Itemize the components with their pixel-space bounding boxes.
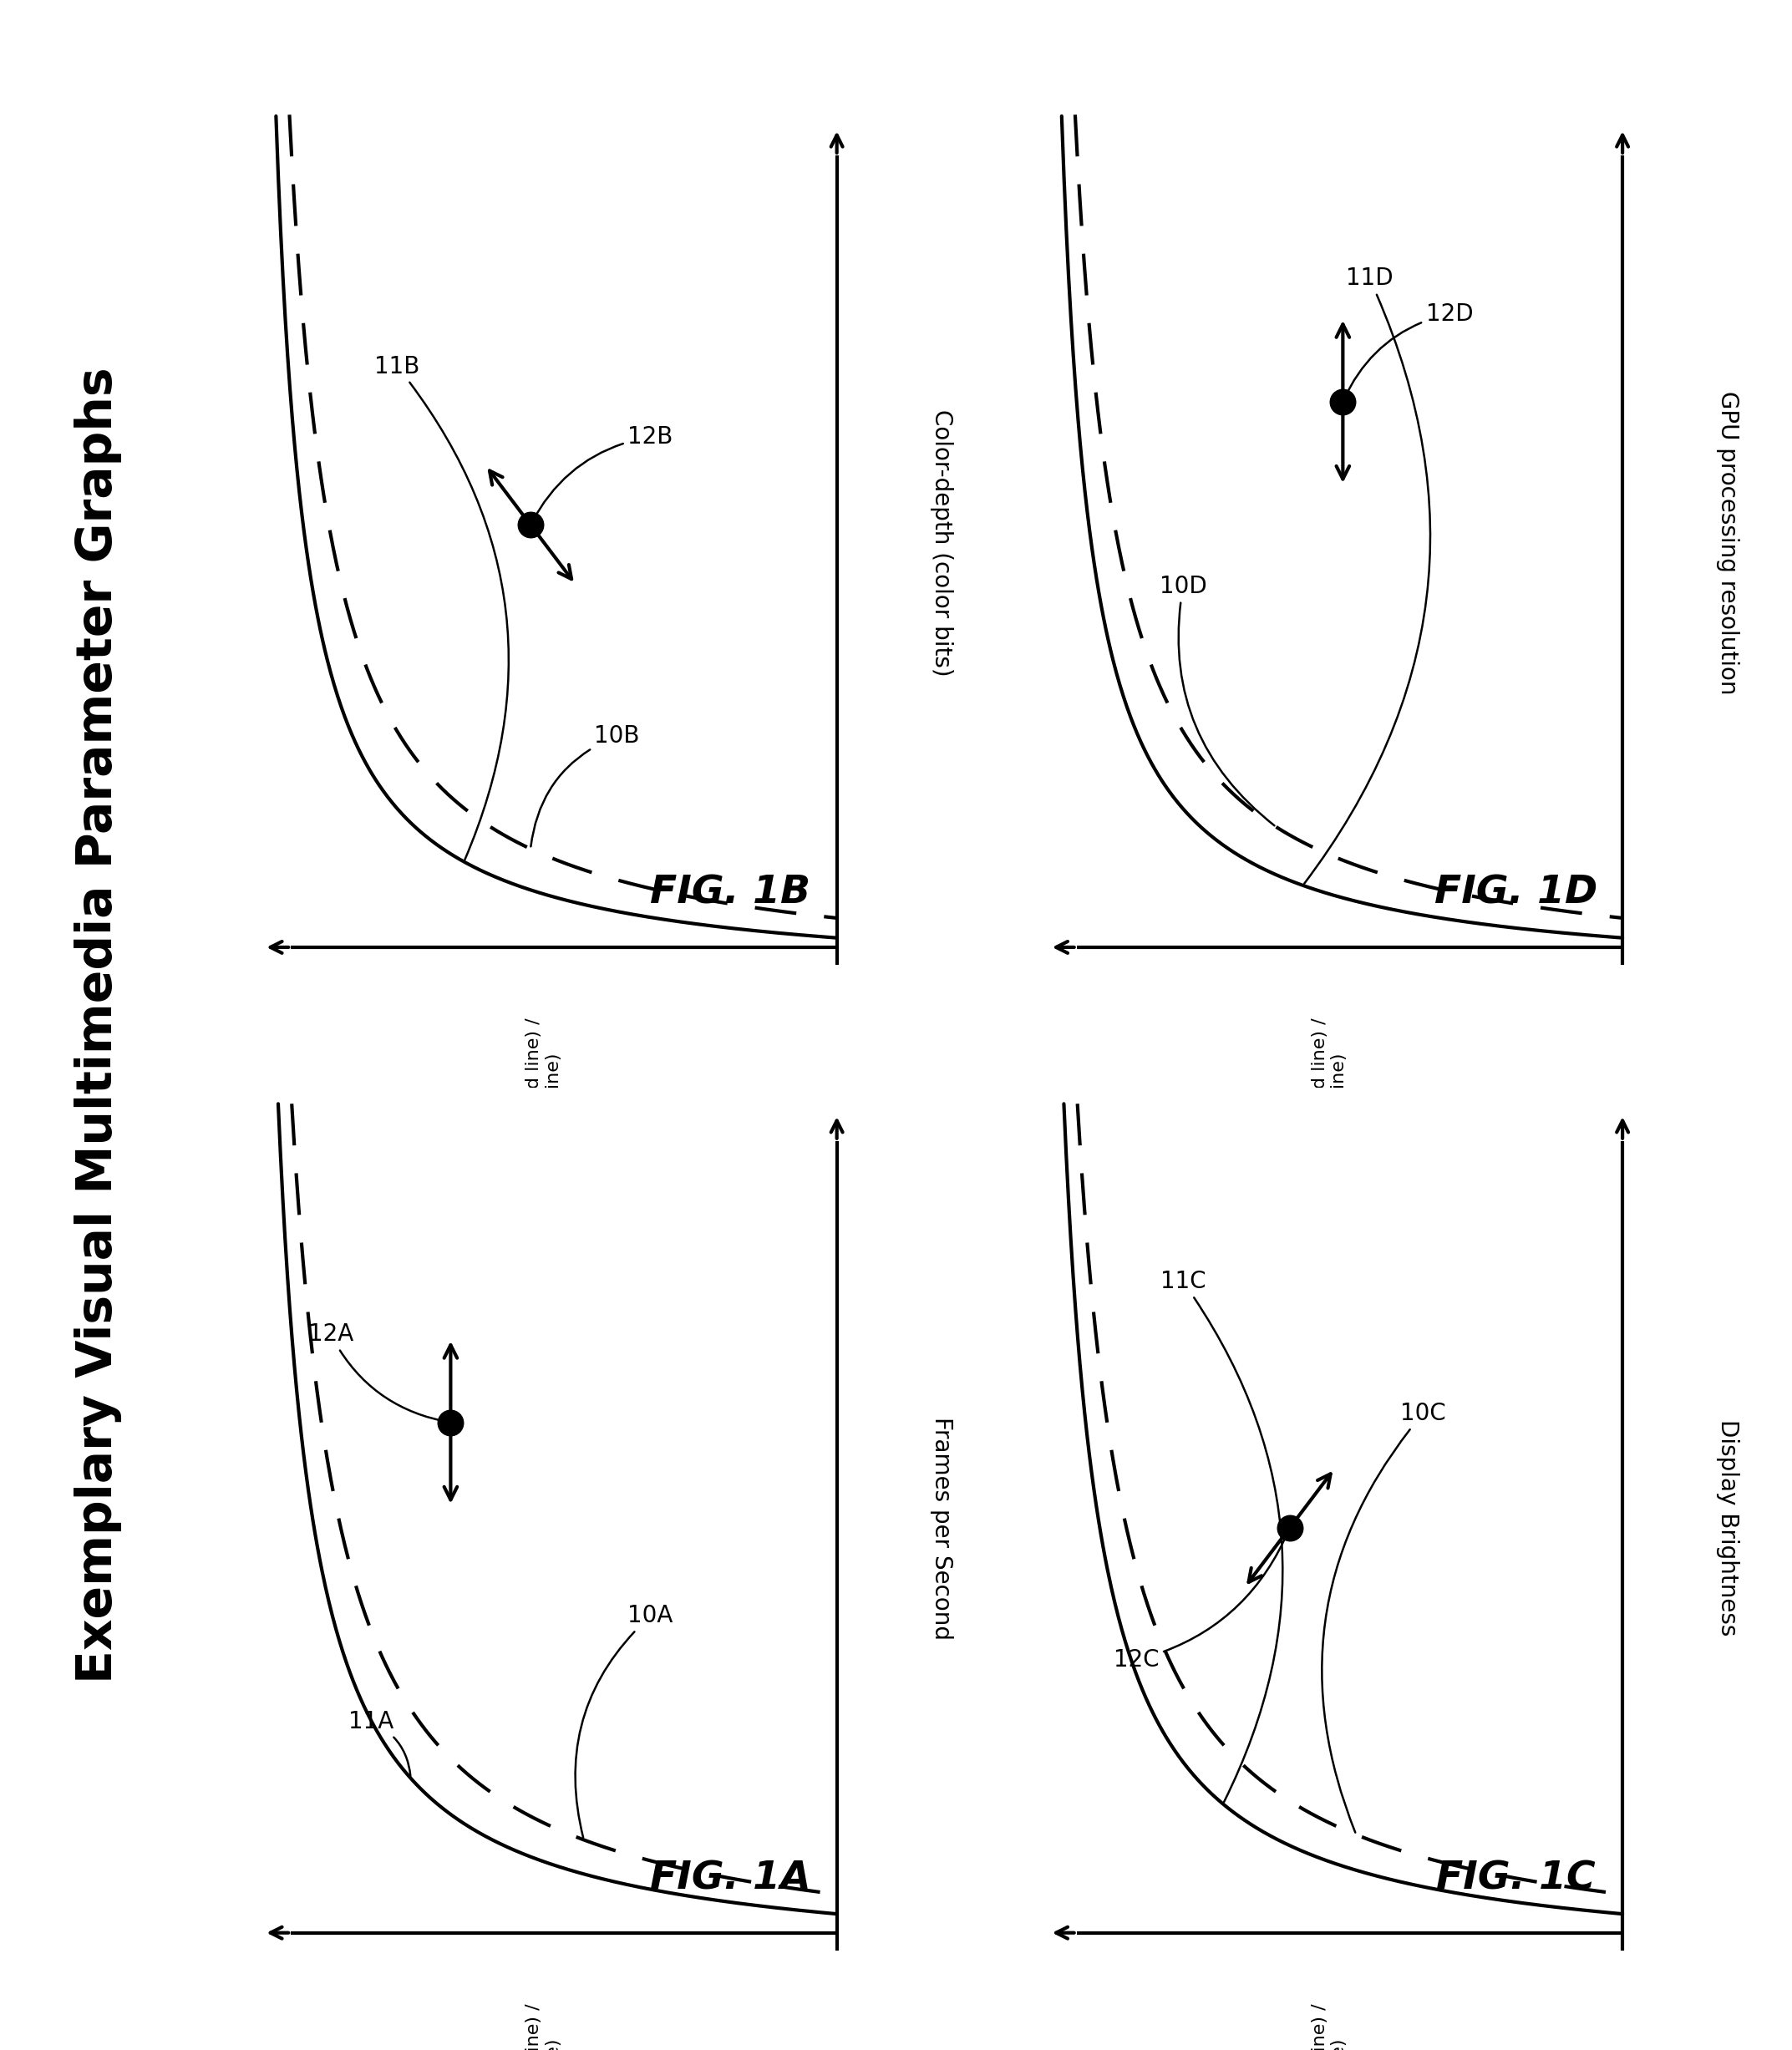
Text: Color-depth (color bits): Color-depth (color bits) — [930, 408, 953, 676]
Text: GPU processing resolution: GPU processing resolution — [1715, 392, 1738, 695]
Text: 12D: 12D — [1344, 301, 1473, 400]
Text: 11D: 11D — [1305, 267, 1430, 884]
Text: 11B: 11B — [375, 355, 509, 859]
Text: FIG. 1B: FIG. 1B — [650, 875, 810, 912]
Text: Exemplary Visual Multimedia Parameter Graphs: Exemplary Visual Multimedia Parameter Gr… — [75, 367, 122, 1683]
Text: 12B: 12B — [532, 424, 674, 523]
Text: 10D: 10D — [1159, 574, 1274, 826]
Text: 11A: 11A — [348, 1710, 410, 1775]
Text: FIG. 1A: FIG. 1A — [650, 1859, 810, 1898]
Text: Display Brightness: Display Brightness — [1715, 1421, 1738, 1636]
Text: Power Consumption (dashed line) /
User Experience (solid line): Power Consumption (dashed line) / User E… — [1312, 2003, 1348, 2050]
Text: FIG. 1C: FIG. 1C — [1437, 1859, 1595, 1898]
Text: 12C: 12C — [1113, 1529, 1288, 1671]
Text: 10B: 10B — [530, 724, 640, 847]
Text: Power Consumption (dashed line) /
User Experience (solid line): Power Consumption (dashed line) / User E… — [525, 2003, 563, 2050]
Text: 11C: 11C — [1159, 1269, 1283, 1802]
Text: 12A: 12A — [308, 1322, 448, 1423]
Text: 10C: 10C — [1322, 1402, 1446, 1833]
Text: Power Consumption (dashed line) /
User Experience (solid line): Power Consumption (dashed line) / User E… — [525, 1017, 563, 1343]
Text: 10A: 10A — [575, 1605, 674, 1837]
Text: Frames per Second: Frames per Second — [930, 1417, 953, 1640]
Text: FIG. 1D: FIG. 1D — [1434, 875, 1597, 912]
Text: Power Consumption (dashed line) /
User Experience (solid line): Power Consumption (dashed line) / User E… — [1312, 1017, 1348, 1343]
